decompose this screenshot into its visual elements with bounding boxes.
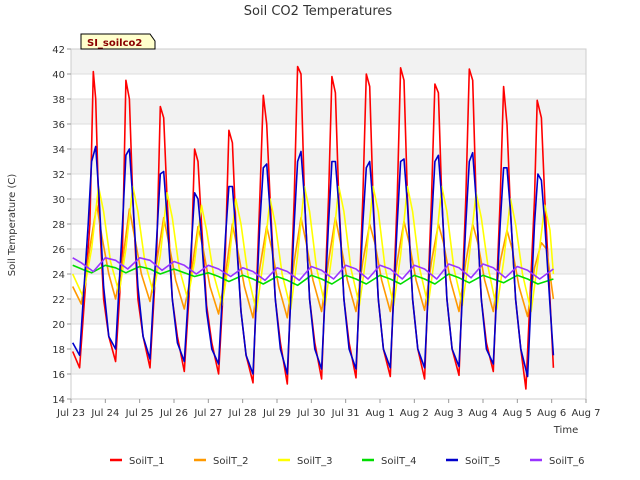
y-tick-label: 34	[52, 145, 65, 156]
y-tick-label: 28	[52, 220, 65, 231]
x-tick-label: Aug 3	[434, 408, 463, 419]
site-badge: SI_soilco2	[80, 33, 156, 50]
y-tick-label: 18	[52, 345, 65, 356]
x-tick-label: Jul 30	[296, 408, 325, 419]
legend-item: SoilT_4	[362, 456, 417, 467]
y-tick-label: 24	[52, 270, 65, 281]
x-axis-label: Time	[553, 425, 578, 436]
series-lines	[71, 65, 555, 390]
x-tick-label: Jul 24	[90, 408, 119, 419]
legend: SoilT_1 SoilT_2 SoilT_3 SoilT_4 SoilT_5 SoilT…	[110, 456, 585, 467]
plot-band	[71, 49, 586, 74]
plot-band	[71, 149, 586, 174]
y-tick-label: 40	[52, 70, 65, 81]
y-tick-label: 14	[52, 395, 65, 406]
legend-label: SoilT_3	[297, 456, 333, 467]
y-tick-label: 20	[52, 320, 65, 331]
legend-label: SoilT_4	[381, 456, 417, 467]
y-axis-ticks: 14 16 18 20 22 24 26 28 30 32 34 36 38 40 42	[52, 45, 71, 406]
y-tick-label: 30	[52, 195, 65, 206]
legend-item: SoilT_1	[110, 456, 165, 467]
x-tick-label: Aug 4	[468, 408, 497, 419]
site-badge-label: SI_soilco2	[87, 38, 142, 49]
y-axis-label: Soil Temperature (C)	[7, 174, 18, 277]
y-tick-label: 36	[52, 120, 65, 131]
x-tick-label: Jul 25	[125, 408, 154, 419]
legend-item: SoilT_5	[446, 456, 501, 467]
chart-title: Soil CO2 Temperatures	[244, 4, 393, 19]
x-tick-label: Jul 26	[159, 408, 188, 419]
y-tick-label: 16	[52, 370, 65, 381]
plot-band	[71, 349, 586, 374]
x-tick-label: Aug 5	[503, 408, 532, 419]
x-tick-label: Jul 29	[262, 408, 291, 419]
legend-label: SoilT_6	[549, 456, 585, 467]
x-tick-label: Jul 23	[56, 408, 85, 419]
series-line-soilt-4	[72, 264, 554, 287]
x-tick-label: Aug 2	[400, 408, 429, 419]
y-tick-label: 26	[52, 245, 65, 256]
legend-label: SoilT_5	[465, 456, 501, 467]
series-line-soilt-5	[71, 145, 555, 378]
x-tick-label: Jul 31	[331, 408, 360, 419]
y-tick-label: 42	[52, 45, 65, 56]
legend-label: SoilT_2	[213, 456, 249, 467]
y-tick-label: 38	[52, 95, 65, 106]
plot-band	[71, 299, 586, 324]
x-tick-label: Jul 27	[193, 408, 222, 419]
y-tick-label: 32	[52, 170, 65, 181]
series-line-soilt-6	[72, 257, 554, 282]
x-tick-label: Aug 1	[365, 408, 394, 419]
plot-band	[71, 99, 586, 124]
legend-label: SoilT_1	[129, 456, 165, 467]
x-tick-label: Aug 6	[537, 408, 566, 419]
x-tick-label: Aug 7	[571, 408, 600, 419]
x-tick-label: Jul 28	[228, 408, 257, 419]
x-axis-ticks: Jul 23 Jul 24 Jul 25 Jul 26 Jul 27 Jul 28 Jul …	[56, 399, 601, 419]
legend-item: SoilT_2	[194, 456, 249, 467]
legend-item: SoilT_6	[530, 456, 585, 467]
site-badge-box	[80, 33, 156, 50]
legend-item: SoilT_3	[278, 456, 333, 467]
y-tick-label: 22	[52, 295, 65, 306]
